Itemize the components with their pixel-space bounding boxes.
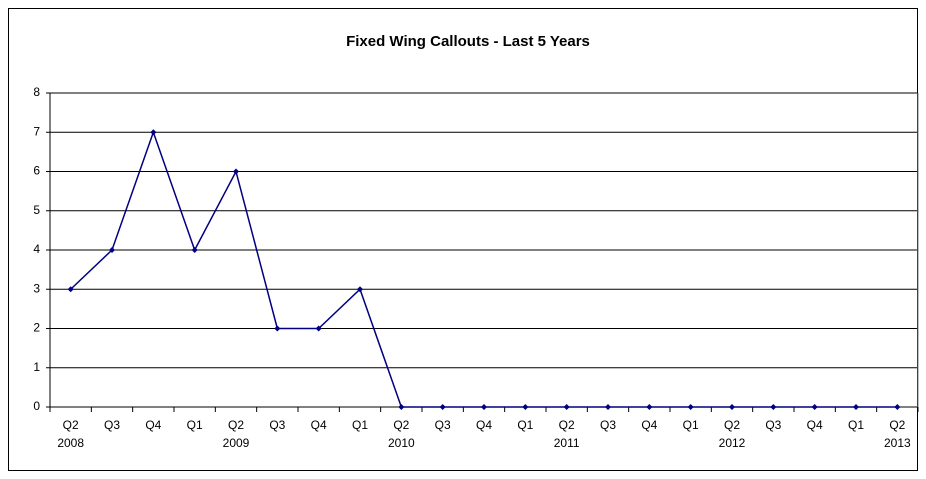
x-tick-label: Q2 [724, 418, 740, 432]
x-year-label: 2011 [554, 436, 580, 450]
x-tick-label: Q3 [600, 418, 616, 432]
data-marker [67, 286, 74, 293]
data-marker [274, 325, 281, 332]
data-marker [605, 404, 611, 410]
x-year-label: 2009 [223, 436, 250, 450]
x-tick-label: Q3 [435, 418, 451, 432]
data-marker [109, 247, 115, 253]
x-tick-label: Q2 [228, 418, 244, 432]
data-marker [357, 286, 363, 293]
x-year-label: 2013 [884, 436, 911, 450]
x-tick-label: Q1 [187, 418, 203, 432]
data-marker [853, 404, 859, 410]
x-tick-label: Q4 [145, 418, 161, 432]
x-year-label: 2012 [719, 436, 746, 450]
data-marker [811, 404, 818, 410]
data-marker [150, 129, 157, 136]
data-marker [522, 404, 529, 410]
x-tick-label: Q4 [641, 418, 657, 432]
data-marker [770, 404, 777, 410]
x-tick-label: Q3 [104, 418, 120, 432]
x-tick-label: Q4 [476, 418, 492, 432]
x-tick-label: Q1 [352, 418, 368, 432]
x-tick-label: Q2 [393, 418, 409, 432]
x-tick-label: Q3 [269, 418, 285, 432]
data-marker [233, 168, 239, 175]
y-tick-label: 3 [33, 281, 40, 295]
chart-frame [8, 8, 918, 471]
y-tick-label: 8 [33, 85, 40, 99]
x-tick-label: Q4 [807, 418, 823, 432]
x-tick-label: Q1 [517, 418, 533, 432]
data-marker [398, 404, 405, 410]
y-tick-label: 0 [33, 399, 40, 413]
data-marker [439, 404, 446, 410]
x-year-label: 2010 [388, 436, 415, 450]
x-tick-label: Q1 [683, 418, 699, 432]
data-marker [481, 404, 487, 410]
chart-title: Fixed Wing Callouts - Last 5 Years [346, 33, 590, 50]
data-marker [729, 404, 735, 410]
data-marker [646, 404, 653, 410]
y-tick-label: 7 [33, 124, 40, 138]
x-tick-label: Q1 [848, 418, 864, 432]
data-marker [687, 404, 694, 410]
y-tick-label: 6 [33, 164, 40, 178]
x-tick-label: Q2 [559, 418, 575, 432]
y-tick-label: 4 [33, 242, 40, 256]
x-tick-label: Q2 [889, 418, 905, 432]
y-tick-label: 1 [33, 360, 40, 374]
x-tick-label: Q4 [311, 418, 327, 432]
y-tick-label: 2 [33, 321, 40, 335]
x-year-label: 2008 [57, 436, 84, 450]
data-marker [894, 404, 901, 410]
y-tick-label: 5 [33, 203, 40, 217]
x-tick-label: Q2 [63, 418, 79, 432]
data-marker [563, 404, 570, 410]
data-marker [315, 325, 322, 332]
x-tick-label: Q3 [765, 418, 781, 432]
data-marker [191, 247, 198, 253]
